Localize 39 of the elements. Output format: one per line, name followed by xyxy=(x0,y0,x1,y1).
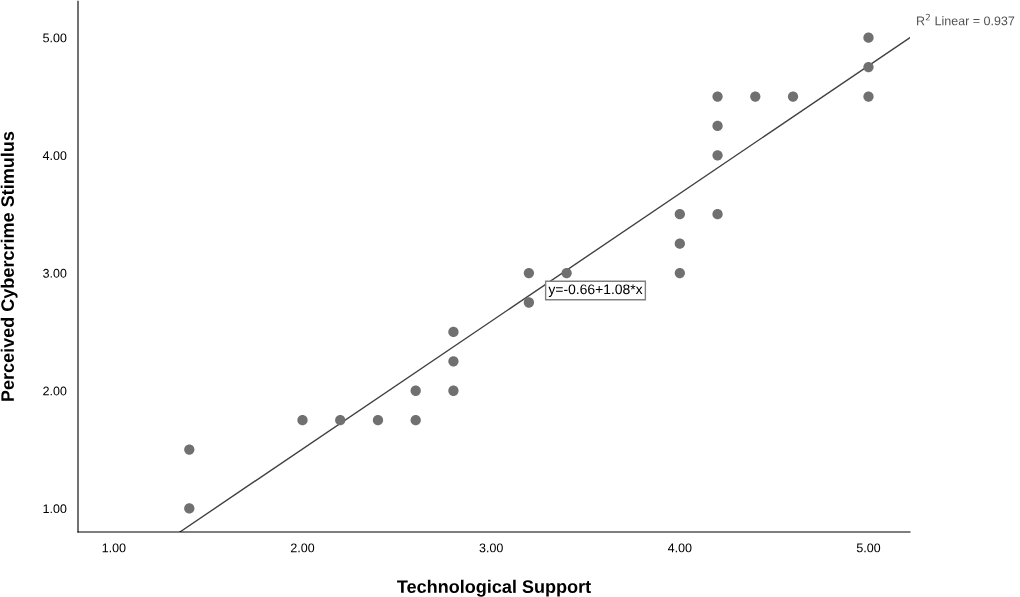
point xyxy=(410,415,421,426)
y-tick-label: 2.00 xyxy=(43,386,67,396)
y-axis-title: Perceived Cybercrime Stimulus xyxy=(0,131,18,401)
point xyxy=(448,385,459,396)
point xyxy=(674,238,685,249)
annotation: y=-0.66+1.08*x xyxy=(548,284,643,297)
x-tick-label: 5.00 xyxy=(856,543,881,553)
x-tick-label: 4.00 xyxy=(667,543,692,553)
point xyxy=(712,150,723,161)
y-tick-label: 4.00 xyxy=(42,151,67,161)
point xyxy=(410,385,421,396)
point xyxy=(712,91,723,102)
x-tick-label: 3.00 xyxy=(479,543,503,553)
point xyxy=(523,297,535,308)
x-axis-title: Technological Support xyxy=(397,579,591,597)
point xyxy=(523,267,535,279)
x-tick-label: 2.00 xyxy=(290,543,315,553)
text: R$^{2}$ Linear = 0.937 xyxy=(917,13,1015,26)
point xyxy=(561,267,572,279)
point xyxy=(448,356,459,367)
point xyxy=(863,91,874,102)
y-tick-label: 5.00 xyxy=(43,33,67,43)
point xyxy=(297,415,308,426)
y-tick-label: 3.00 xyxy=(43,268,67,278)
point xyxy=(712,209,723,220)
y-tick-label: 1.00 xyxy=(43,504,67,514)
point xyxy=(674,267,685,279)
point xyxy=(712,120,723,132)
point xyxy=(372,415,384,426)
point xyxy=(863,61,874,73)
point xyxy=(184,444,195,455)
point xyxy=(335,415,346,426)
point xyxy=(787,91,799,102)
x-tick-label: 1.00 xyxy=(102,543,126,553)
point xyxy=(448,326,459,338)
point xyxy=(184,503,195,514)
point xyxy=(750,91,761,102)
point xyxy=(674,209,685,220)
point xyxy=(863,32,874,43)
